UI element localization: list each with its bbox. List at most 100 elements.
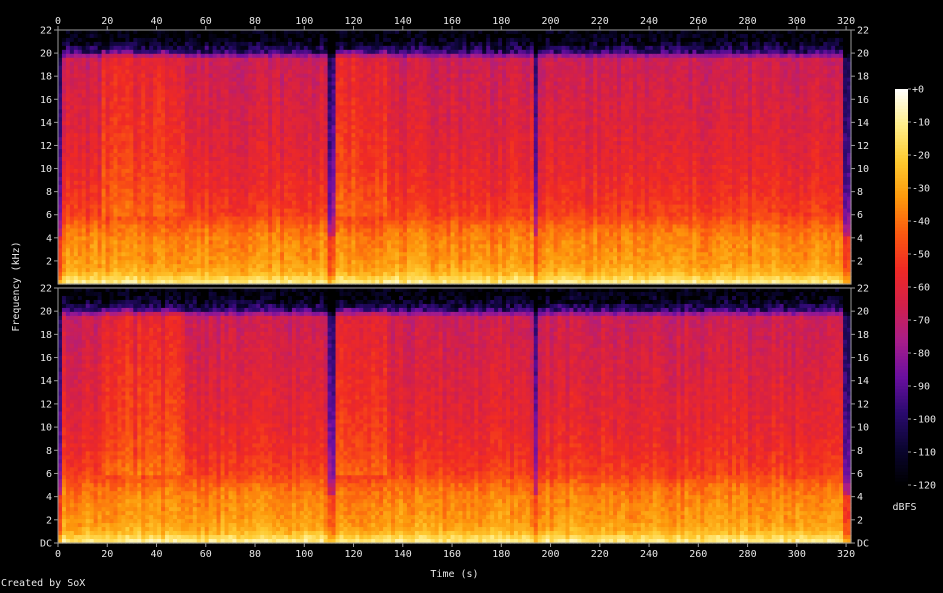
spectrogram-cell — [113, 244, 119, 249]
spectrogram-cell — [157, 117, 162, 122]
spectrogram-cell — [89, 125, 95, 130]
spectrogram-cell — [335, 141, 341, 146]
spectrogram-cell — [69, 33, 75, 39]
spectrogram-cell — [176, 129, 182, 134]
spectrogram-cell — [204, 188, 210, 194]
spectrogram-cell — [240, 224, 245, 230]
spectrogram-cell — [85, 149, 91, 154]
spectrogram-cell — [61, 252, 67, 257]
spectrogram-cell — [165, 224, 170, 230]
spectrogram-cell — [58, 232, 63, 237]
spectrogram-cell — [244, 212, 249, 218]
spectrogram-cell — [252, 220, 257, 226]
spectrogram-cell — [165, 53, 170, 59]
spectrogram-cell — [101, 228, 107, 234]
spectrogram-cell — [65, 212, 71, 218]
spectrogram-cell — [73, 105, 79, 110]
spectrogram-cell — [240, 89, 245, 95]
spectrogram-cell — [145, 85, 150, 91]
spectrogram-cell — [105, 93, 111, 99]
spectrogram-cell — [77, 252, 83, 257]
spectrogram-cell — [335, 117, 341, 122]
spectrogram-cell — [220, 57, 226, 63]
spectrogram-cell — [145, 192, 150, 198]
spectrogram-cell — [339, 45, 345, 51]
spectrogram-cell — [196, 260, 202, 265]
spectrogram-cell — [109, 236, 115, 241]
spectrogram-cell — [280, 33, 285, 39]
spectrogram-cell — [319, 220, 325, 226]
spectrogram-cell — [268, 224, 273, 230]
spectrogram-cell — [327, 236, 333, 241]
spectrogram-cell — [77, 264, 83, 269]
spectrogram-cell — [180, 168, 186, 174]
spectrogram-cell — [351, 228, 356, 234]
spectrogram-cell — [252, 232, 257, 237]
spectrogram-cell — [319, 61, 325, 67]
spectrogram-cell — [232, 30, 238, 35]
spectrogram-cell — [117, 113, 123, 118]
spectrogram-cell — [105, 208, 111, 214]
spectrogram-cell — [307, 176, 313, 182]
spectrogram-cell — [169, 248, 174, 253]
spectrogram-cell — [280, 145, 285, 150]
spectrogram-cell — [161, 204, 166, 210]
spectrogram-cell — [129, 280, 134, 285]
spectrogram-cell — [196, 85, 202, 91]
spectrogram-cell — [204, 264, 210, 269]
spectrogram-cell — [323, 212, 329, 218]
spectrogram-cell — [137, 244, 142, 249]
spectrogram-cell — [228, 145, 234, 150]
spectrogram-cell — [351, 256, 356, 261]
spectrogram-cell — [280, 244, 285, 249]
spectrogram-cell — [109, 141, 115, 146]
spectrogram-cell — [327, 252, 333, 257]
spectrogram-cell — [125, 168, 130, 174]
spectrogram-cell — [276, 141, 281, 146]
spectrogram-cell — [153, 121, 158, 126]
spectrogram-cell — [236, 57, 241, 63]
spectrogram-cell — [65, 200, 71, 206]
spectrogram-cell — [165, 192, 170, 198]
spectrogram-cell — [149, 109, 154, 114]
spectrogram-cell — [125, 149, 130, 154]
spectrogram-cell — [89, 53, 95, 59]
spectrogram-cell — [125, 176, 130, 182]
spectrogram-cell — [268, 49, 273, 55]
spectrogram-cell — [176, 105, 182, 110]
spectrogram-cell — [244, 37, 249, 43]
spectrogram-cell — [331, 188, 337, 194]
spectrogram-cell — [244, 184, 249, 190]
spectrogram-cell — [165, 264, 170, 269]
spectrogram-cell — [339, 30, 345, 35]
spectrogram-cell — [89, 65, 95, 71]
spectrogram-cell — [232, 188, 238, 194]
spectrogram-cell — [343, 260, 349, 265]
spectrogram-cell — [244, 220, 249, 226]
spectrogram-cell — [188, 260, 194, 265]
spectrogram-cell — [121, 196, 126, 202]
spectrogram-cell — [351, 109, 356, 114]
spectrogram-cell — [145, 153, 150, 158]
spectrogram-cell — [117, 272, 123, 277]
spectrogram-cell — [268, 101, 273, 107]
spectrogram-cell — [157, 121, 162, 126]
spectrogram-cell — [176, 192, 182, 198]
spectrogram-cell — [307, 69, 313, 75]
spectrogram-cell — [248, 192, 253, 198]
spectrogram-cell — [260, 121, 265, 126]
spectrogram-cell — [73, 69, 79, 75]
spectrogram-cell — [69, 184, 75, 190]
spectrogram-cell — [153, 224, 158, 230]
spectrogram-cell — [105, 244, 111, 249]
spectrogram-cell — [236, 101, 241, 107]
spectrogram-cell — [81, 73, 87, 79]
spectrogram-cell — [61, 196, 67, 202]
spectrogram-cell — [105, 49, 111, 55]
spectrogram-cell — [311, 77, 317, 83]
spectrogram-cell — [77, 188, 83, 194]
spectrogram-cell — [260, 176, 265, 182]
spectrogram-cell — [319, 188, 325, 194]
spectrogram-cell — [347, 89, 352, 95]
spectrogram-cell — [264, 168, 269, 174]
